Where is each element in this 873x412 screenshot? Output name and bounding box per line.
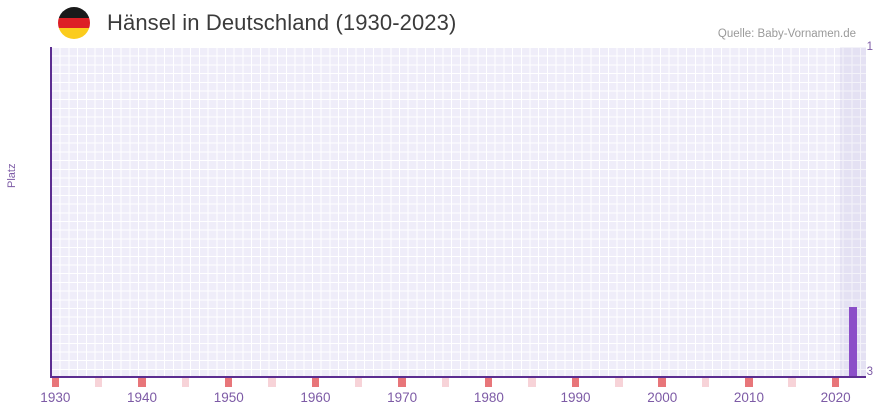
year-marker-2005 xyxy=(701,378,710,387)
x-tick-2020: 2020 xyxy=(820,390,851,405)
year-marker-1975 xyxy=(441,378,450,387)
year-marker-1940 xyxy=(138,378,146,387)
chart-title: Hänsel in Deutschland (1930-2023) xyxy=(107,10,457,35)
german-flag-icon xyxy=(58,7,90,39)
x-tick-1970: 1970 xyxy=(387,390,418,405)
x-axis-line xyxy=(51,376,866,378)
year-marker-2020 xyxy=(831,378,840,387)
bar-2022 xyxy=(849,307,858,377)
year-marker-1945 xyxy=(181,378,190,387)
x-tick-1940: 1940 xyxy=(127,390,158,405)
year-marker-1970 xyxy=(398,378,406,387)
x-tick-2010: 2010 xyxy=(733,390,764,405)
year-marker-2010 xyxy=(745,378,753,387)
year-marker-2015 xyxy=(788,378,796,387)
year-marker-1990 xyxy=(571,378,580,387)
year-marker-1955 xyxy=(268,378,276,387)
year-marker-1960 xyxy=(311,378,320,387)
source-attribution: Quelle: Baby-Vornamen.de xyxy=(717,28,856,40)
year-marker-1935 xyxy=(94,378,103,387)
year-marker-1995 xyxy=(615,378,623,387)
plot-area xyxy=(51,47,866,377)
x-tick-1980: 1980 xyxy=(473,390,504,405)
y-axis-title: Platz xyxy=(6,163,18,188)
x-tick-2000: 2000 xyxy=(647,390,678,405)
year-markers-row xyxy=(51,378,866,387)
y-axis-tick-top: 1 xyxy=(866,41,873,53)
year-marker-1950 xyxy=(224,378,233,387)
flag-band-red xyxy=(58,17,90,29)
year-marker-2000 xyxy=(658,378,666,387)
x-tick-1950: 1950 xyxy=(213,390,244,405)
year-marker-1965 xyxy=(354,378,363,387)
flag-band-gold xyxy=(58,28,90,39)
x-tick-1990: 1990 xyxy=(560,390,591,405)
year-marker-1930 xyxy=(51,378,59,387)
y-axis-line xyxy=(50,47,52,378)
x-tick-1960: 1960 xyxy=(300,390,331,405)
flag-band-black xyxy=(58,7,90,18)
chart-header: Hänsel in Deutschland (1930-2023) Quelle… xyxy=(0,0,873,46)
year-marker-1985 xyxy=(528,378,536,387)
year-marker-1980 xyxy=(485,378,493,387)
x-tick-1930: 1930 xyxy=(40,390,71,405)
